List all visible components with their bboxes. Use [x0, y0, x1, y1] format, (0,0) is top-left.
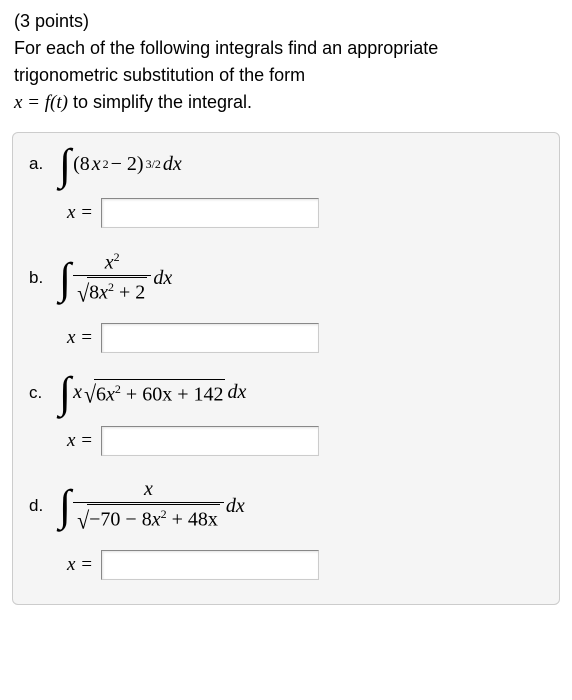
problem-c-input[interactable] — [101, 426, 319, 456]
problem-b-input[interactable] — [101, 323, 319, 353]
problem-d-input[interactable] — [101, 550, 319, 580]
integral-icon: ∫ — [59, 147, 71, 182]
problems-panel: a. ∫ (8x2 − 2)3/2 dx x = b. ∫ x2 — [12, 132, 560, 605]
problem-d-letter: d. — [29, 496, 47, 516]
integral-icon: ∫ — [59, 375, 71, 410]
problem-b-answer-row: x = — [67, 323, 543, 353]
instruction-line-3b: to simplify the integral. — [68, 92, 252, 112]
answer-label: x = — [67, 202, 93, 224]
instructions-block: (3 points) For each of the following int… — [0, 0, 572, 128]
problem-d-answer-row: x = — [67, 550, 543, 580]
answer-label: x = — [67, 430, 93, 452]
problem-a-answer-row: x = — [67, 198, 543, 228]
fraction: x √ −70 − 8x2 + 48x — [73, 478, 224, 534]
problem-a-expression: ∫ (8x2 − 2)3/2 dx — [59, 147, 182, 182]
problem-c-integral: c. ∫ x √ 6x2 + 60x + 142 dx — [29, 375, 543, 410]
integral-icon: ∫ — [59, 488, 71, 523]
problem-a: a. ∫ (8x2 − 2)3/2 dx x = — [29, 147, 543, 228]
fraction: x2 √ 8x2 + 2 — [73, 250, 151, 307]
integral-icon: ∫ — [59, 261, 71, 296]
page: (3 points) For each of the following int… — [0, 0, 572, 605]
problem-a-letter: a. — [29, 154, 47, 174]
problem-c-expression: ∫ x √ 6x2 + 60x + 142 dx — [59, 375, 246, 410]
problem-a-integral: a. ∫ (8x2 − 2)3/2 dx — [29, 147, 543, 182]
problem-b-letter: b. — [29, 268, 47, 288]
problem-c-answer-row: x = — [67, 426, 543, 456]
problem-c: c. ∫ x √ 6x2 + 60x + 142 dx x = — [29, 375, 543, 456]
points-label: (3 points) — [14, 11, 89, 31]
problem-d: d. ∫ x √ −70 − 8x2 + 48x dx — [29, 478, 543, 580]
problem-b-expression: ∫ x2 √ 8x2 + 2 dx — [59, 250, 172, 307]
problem-a-input[interactable] — [101, 198, 319, 228]
instruction-line-1: For each of the following integrals find… — [14, 38, 438, 58]
sqrt: √ 8x2 + 2 — [77, 277, 147, 305]
instruction-form: x = f(t) — [14, 92, 68, 113]
problem-d-integral: d. ∫ x √ −70 − 8x2 + 48x dx — [29, 478, 543, 534]
problem-b: b. ∫ x2 √ 8x2 + 2 dx — [29, 250, 543, 353]
problem-b-integral: b. ∫ x2 √ 8x2 + 2 dx — [29, 250, 543, 307]
sqrt: √ −70 − 8x2 + 48x — [77, 504, 220, 532]
answer-label: x = — [67, 554, 93, 576]
problem-d-expression: ∫ x √ −70 − 8x2 + 48x dx — [59, 478, 245, 534]
instruction-line-2: trigonometric substitution of the form — [14, 65, 305, 85]
problem-c-letter: c. — [29, 383, 47, 403]
sqrt: √ 6x2 + 60x + 142 — [84, 379, 226, 407]
answer-label: x = — [67, 327, 93, 349]
